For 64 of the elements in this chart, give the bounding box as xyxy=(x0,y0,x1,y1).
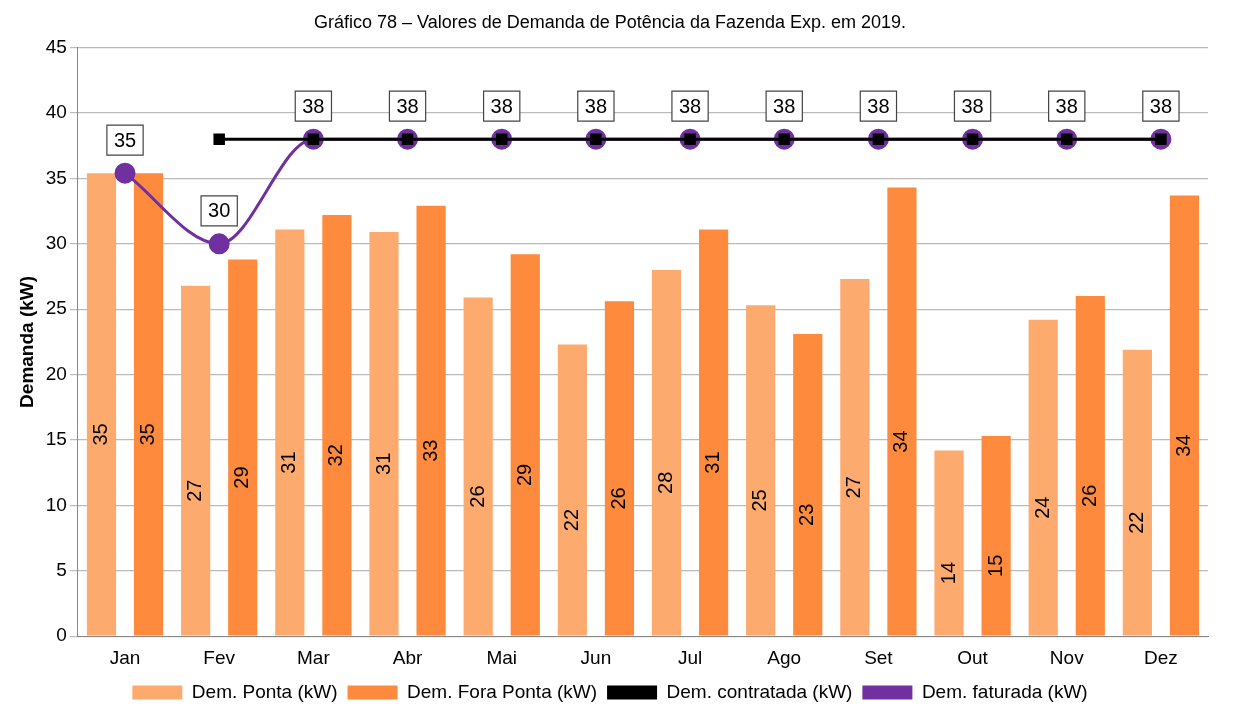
data-label: 24 xyxy=(1030,496,1053,519)
data-label: 38 xyxy=(302,94,325,117)
data-label: 15 xyxy=(983,554,1006,577)
data-label: 35 xyxy=(113,128,137,151)
x-tick-label: Mai xyxy=(486,646,518,668)
data-label: 38 xyxy=(1055,94,1078,117)
x-tick-label: Jun xyxy=(580,646,612,668)
y-tick-label: 25 xyxy=(45,297,67,319)
y-tick-label: 40 xyxy=(45,101,67,123)
x-tick-label: Abr xyxy=(392,646,423,668)
data-label: 27 xyxy=(842,476,865,499)
data-label: 26 xyxy=(1077,484,1100,507)
y-tick-label: 5 xyxy=(56,559,67,581)
data-label: 38 xyxy=(867,94,890,117)
data-label: 14 xyxy=(936,561,959,585)
data-label: 22 xyxy=(559,508,582,532)
y-tick-label: 30 xyxy=(45,232,67,254)
data-label: 30 xyxy=(208,199,231,222)
data-label: 38 xyxy=(961,94,984,117)
data-label: 32 xyxy=(324,444,347,467)
x-tick-label: Mar xyxy=(297,646,331,668)
y-tick-label: 10 xyxy=(45,493,67,515)
x-tick-label: Jul xyxy=(677,646,703,668)
data-label: 29 xyxy=(230,466,253,489)
data-label: 38 xyxy=(396,94,419,117)
data-label: 38 xyxy=(490,94,513,117)
x-tick-label: Ago xyxy=(767,646,802,668)
legend-label: Dem. faturada (kW) xyxy=(921,680,1088,702)
x-tick-label: Set xyxy=(864,646,894,668)
data-label: 31 xyxy=(701,451,724,474)
data-label: 27 xyxy=(183,479,206,502)
data-label: 38 xyxy=(1149,94,1173,117)
x-tick-label: Fev xyxy=(203,646,236,668)
data-label: 33 xyxy=(418,439,441,462)
data-label: 34 xyxy=(889,430,912,453)
y-axis-title: Demanda (kW) xyxy=(15,275,37,408)
data-label: 38 xyxy=(773,94,796,117)
x-tick-label: Out xyxy=(957,646,989,668)
chart-title: Gráfico 78 – Valores de Demanda de Potência da Fazenda Exp. em 2019. xyxy=(313,11,907,32)
data-label: 38 xyxy=(678,94,702,117)
data-label: 23 xyxy=(795,503,818,526)
y-tick-label: 0 xyxy=(56,624,67,646)
data-label: 22 xyxy=(1124,511,1147,534)
y-tick-label: 20 xyxy=(45,362,67,384)
data-label: 25 xyxy=(748,489,771,512)
y-tick-label: 15 xyxy=(45,428,67,450)
x-tick-label: Dez xyxy=(1144,646,1178,668)
data-label: 38 xyxy=(584,94,608,117)
data-label: 31 xyxy=(371,452,394,475)
data-label: 35 xyxy=(136,423,159,446)
legend-label: Dem. contratada (kW) xyxy=(666,680,853,702)
x-tick-label: Jan xyxy=(109,646,141,668)
legend-label: Dem. Fora Ponta (kW) xyxy=(407,680,598,702)
data-label: 34 xyxy=(1171,434,1194,457)
data-label: 26 xyxy=(465,485,488,508)
data-label: 29 xyxy=(512,463,535,487)
x-tick-label: Nov xyxy=(1049,646,1085,668)
y-tick-label: 35 xyxy=(45,166,67,188)
data-label: 31 xyxy=(277,451,300,474)
legend-label: Dem. Ponta (kW) xyxy=(191,680,338,702)
data-label: 28 xyxy=(654,471,677,494)
data-label: 35 xyxy=(88,423,111,446)
y-tick-label: 45 xyxy=(45,35,67,57)
data-label: 26 xyxy=(606,487,629,510)
